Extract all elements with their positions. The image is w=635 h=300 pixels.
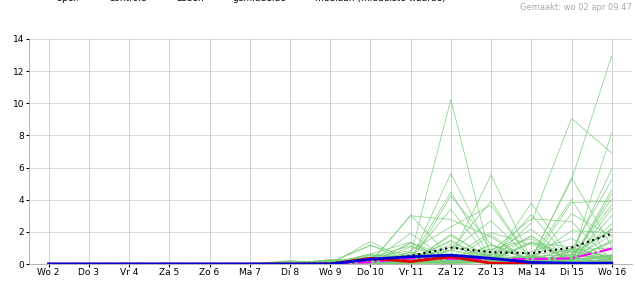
mediaan: [206, 262, 213, 266]
Oper.: [166, 262, 173, 266]
Controle: [528, 261, 535, 264]
Oper.: [286, 262, 294, 266]
Oper.: [366, 256, 374, 260]
Text: Gemaakt: wo 02 apr 09:47: Gemaakt: wo 02 apr 09:47: [520, 3, 632, 12]
Oper.: [608, 261, 615, 265]
mediaan: [608, 247, 615, 250]
mediaan: [125, 262, 133, 266]
Controle: [447, 254, 455, 257]
gemiddelde: [286, 262, 294, 266]
Controle: [487, 256, 495, 260]
Controle: [125, 262, 133, 266]
Controle: [568, 261, 575, 265]
gemiddelde: [45, 262, 53, 266]
Controle: [85, 262, 93, 266]
mediaan: [568, 256, 575, 260]
mediaan: [246, 262, 253, 266]
Oper.: [45, 262, 53, 266]
Oper.: [85, 262, 93, 266]
Oper.: [487, 261, 495, 265]
mediaan: [166, 262, 173, 266]
Legend: Oper., Controle, Leden, gemiddelde, mediaan (middelste waarde): Oper., Controle, Leden, gemiddelde, medi…: [33, 0, 446, 3]
gemiddelde: [568, 246, 575, 249]
Oper.: [407, 260, 415, 263]
Oper.: [326, 262, 334, 266]
gemiddelde: [125, 262, 133, 266]
gemiddelde: [528, 251, 535, 255]
Oper.: [568, 262, 575, 266]
mediaan: [45, 262, 53, 266]
gemiddelde: [608, 232, 615, 235]
gemiddelde: [166, 262, 173, 266]
gemiddelde: [407, 254, 415, 258]
mediaan: [85, 262, 93, 266]
gemiddelde: [246, 262, 253, 266]
mediaan: [407, 256, 415, 260]
Controle: [326, 262, 334, 266]
Line: Oper.: Oper.: [49, 257, 612, 264]
Oper.: [246, 262, 253, 266]
Line: Controle: Controle: [49, 255, 612, 264]
Controle: [366, 257, 374, 261]
Line: mediaan: mediaan: [49, 249, 612, 264]
mediaan: [286, 262, 294, 266]
Controle: [407, 255, 415, 259]
gemiddelde: [447, 246, 455, 249]
gemiddelde: [85, 262, 93, 266]
Controle: [286, 262, 294, 266]
mediaan: [487, 257, 495, 261]
Oper.: [125, 262, 133, 266]
Oper.: [206, 262, 213, 266]
Oper.: [528, 261, 535, 265]
Oper.: [447, 255, 455, 259]
mediaan: [326, 262, 334, 266]
gemiddelde: [326, 261, 334, 265]
Controle: [166, 262, 173, 266]
Line: gemiddelde: gemiddelde: [49, 233, 612, 264]
gemiddelde: [206, 262, 213, 266]
Controle: [45, 262, 53, 266]
Controle: [246, 262, 253, 266]
Controle: [608, 261, 615, 265]
mediaan: [366, 260, 374, 264]
mediaan: [447, 257, 455, 261]
gemiddelde: [487, 250, 495, 254]
Controle: [206, 262, 213, 266]
gemiddelde: [366, 258, 374, 262]
mediaan: [528, 257, 535, 261]
